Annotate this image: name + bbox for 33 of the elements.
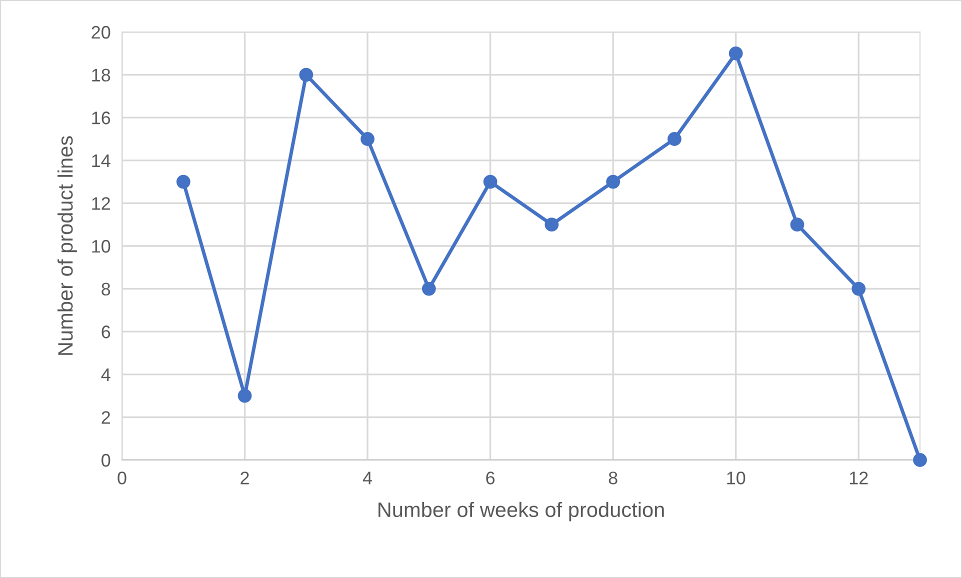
point	[913, 453, 927, 467]
y-tick-label: 6	[102, 326, 110, 338]
point	[668, 132, 682, 146]
point	[606, 174, 620, 189]
point	[852, 282, 866, 296]
y-axis-title: Number of product lines	[58, 136, 77, 355]
y-tick-label: 8	[102, 282, 110, 296]
x-tick-label: 6	[486, 472, 495, 484]
point	[790, 218, 804, 232]
point	[422, 282, 436, 296]
y-tick-label: 16	[92, 112, 110, 124]
point	[299, 68, 314, 82]
y-tick-label: 0	[102, 454, 110, 467]
y-tick-label: 14	[92, 154, 110, 167]
x-tick-label: 8	[608, 472, 618, 484]
point	[483, 174, 498, 189]
y-tick-label: 12	[92, 197, 110, 210]
point	[728, 46, 743, 60]
y-tick-label: 4	[101, 368, 110, 381]
y-tick-label: 20	[92, 26, 110, 39]
x-tick-label: 4	[362, 472, 372, 484]
y-tick-label: 18	[92, 68, 110, 82]
point	[176, 174, 190, 189]
point	[544, 218, 559, 232]
x-tick-label: 12	[850, 472, 868, 484]
x-tick-label: 2	[240, 472, 249, 484]
x-axis-title: Number of weeks of production	[378, 502, 664, 522]
point	[360, 132, 374, 146]
x-tick-label: 0	[118, 472, 126, 484]
y-tick-label: 10	[92, 240, 110, 253]
y-tick-label: 2	[102, 411, 110, 424]
point	[238, 388, 252, 403]
x-tick-label: 10	[727, 472, 746, 484]
